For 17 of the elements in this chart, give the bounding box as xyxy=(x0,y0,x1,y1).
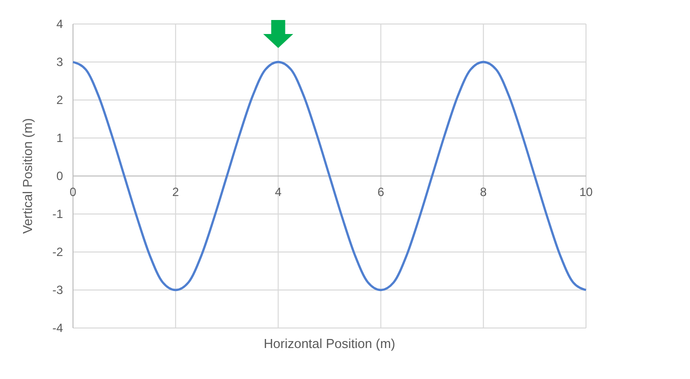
x-tick-label: 10 xyxy=(579,185,593,199)
x-axis-title: Horizontal Position (m) xyxy=(264,336,396,351)
y-tick-label: -1 xyxy=(52,207,64,222)
y-tick-label: 1 xyxy=(56,131,64,146)
x-tick-label: 2 xyxy=(172,185,180,199)
y-tick-label: -4 xyxy=(52,321,64,336)
y-tick-label: 2 xyxy=(56,93,64,108)
x-tick-label: 4 xyxy=(274,185,282,199)
y-tick-label: -2 xyxy=(52,245,64,260)
x-tick-label: 6 xyxy=(377,185,384,199)
x-tick-label: 8 xyxy=(480,185,488,199)
y-tick-label: -3 xyxy=(52,283,64,298)
y-tick-label: 4 xyxy=(56,17,64,32)
x-tick-label: 0 xyxy=(70,185,77,199)
y-axis-title: Vertical Position (m) xyxy=(20,118,35,234)
y-tick-label: 0 xyxy=(56,169,64,184)
y-tick-label: 3 xyxy=(56,55,64,70)
